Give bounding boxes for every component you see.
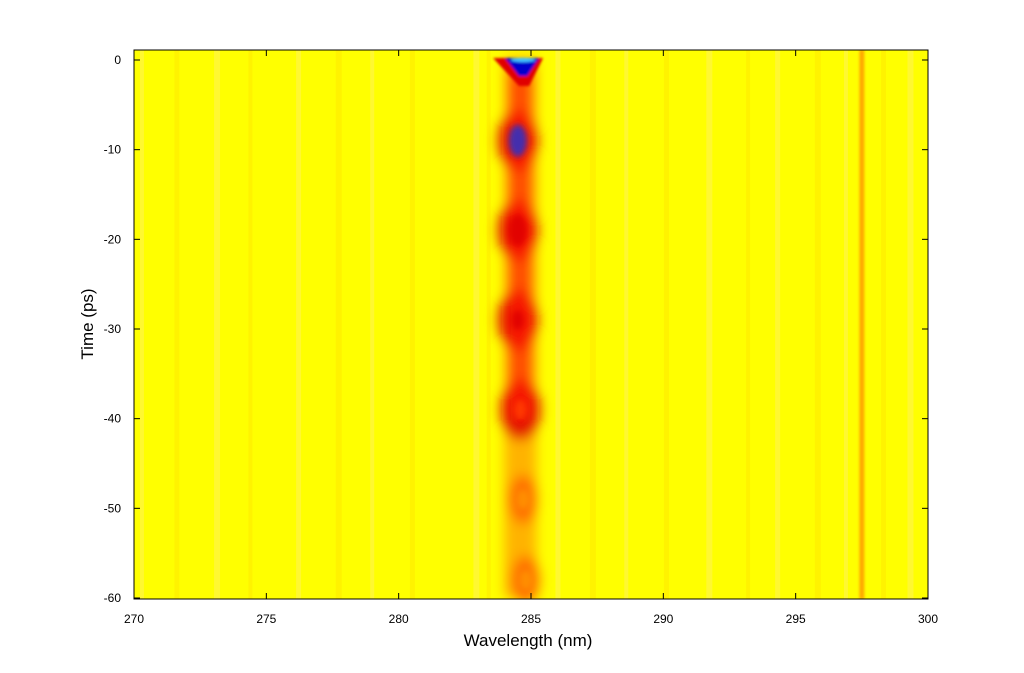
- background-stripe: [814, 50, 821, 599]
- x-tick-label: 285: [521, 612, 541, 626]
- x-axis-label: Wavelength (nm): [464, 631, 593, 650]
- y-axis-label: Time (ps): [78, 288, 97, 359]
- y-tick-label: -50: [104, 501, 122, 515]
- peak-highlight: [511, 57, 536, 63]
- x-axis: 270 275 280 285 290 295 300: [124, 50, 938, 626]
- background-stripe: [248, 50, 253, 599]
- y-axis: 0 -10 -20 -30 -40 -50 -60: [104, 53, 928, 605]
- x-tick-label: 295: [786, 612, 806, 626]
- peak-core: [505, 58, 540, 76]
- background-stripe: [907, 50, 914, 599]
- trace-core-spot: [508, 214, 527, 247]
- x-tick-label: 270: [124, 612, 144, 626]
- y-tick-label: -30: [104, 322, 122, 336]
- background-stripe: [746, 50, 751, 599]
- background-stripe: [335, 50, 342, 599]
- x-tick-label: 290: [653, 612, 673, 626]
- background-stripes: [139, 50, 914, 599]
- background-stripe: [139, 50, 144, 599]
- emission-peak-top: [493, 57, 544, 86]
- background-stripe: [214, 50, 221, 599]
- y-tick-label: -10: [104, 143, 122, 157]
- background-stripe: [296, 50, 302, 599]
- y-tick-label: -40: [104, 412, 122, 426]
- emission-line-297nm: [859, 50, 865, 599]
- background-stripe: [589, 50, 596, 599]
- trace-core-spot: [519, 570, 532, 591]
- x-tick-label: 280: [389, 612, 409, 626]
- background-stripe: [706, 50, 713, 599]
- x-tick-label: 275: [256, 612, 276, 626]
- trace-core-spot: [508, 124, 527, 157]
- background-stripe: [775, 50, 781, 599]
- background-stripe: [473, 50, 480, 599]
- background-stripe: [174, 50, 180, 599]
- background-stripe: [409, 50, 415, 599]
- background-stripe: [370, 50, 375, 599]
- y-tick-label: 0: [114, 53, 121, 67]
- y-tick-label: -60: [104, 591, 122, 605]
- plot-area: [134, 50, 928, 599]
- background-stripe: [555, 50, 561, 599]
- y-tick-label: -20: [104, 232, 122, 246]
- emission-trace-core: [508, 124, 532, 591]
- side-line-bar: [859, 50, 865, 599]
- trace-core-spot: [517, 489, 530, 510]
- background-stripe: [486, 50, 491, 599]
- background-stripe: [843, 50, 848, 599]
- trace-core-spot: [514, 399, 527, 420]
- background-stripe: [881, 50, 887, 599]
- x-tick-label: 300: [918, 612, 938, 626]
- background-stripe: [663, 50, 669, 599]
- background-stripe: [624, 50, 629, 599]
- trace-core-spot: [511, 310, 524, 331]
